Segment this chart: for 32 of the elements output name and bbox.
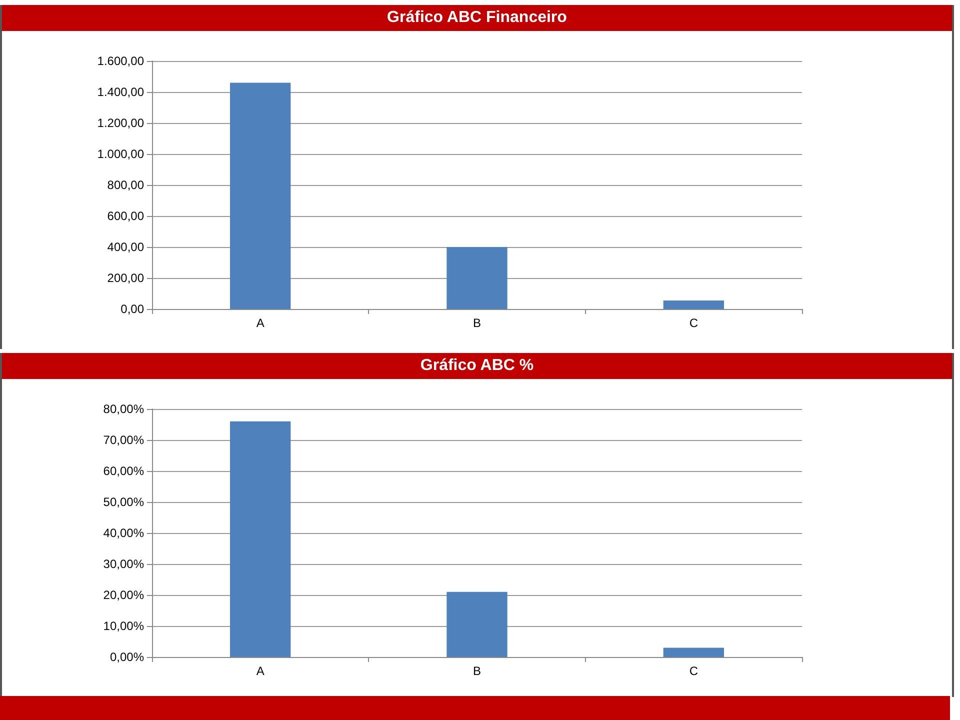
y-tick-label: 1.600,00 [97, 54, 144, 68]
bar [663, 648, 724, 657]
y-tick-label: 40,00% [103, 526, 144, 540]
chart-title: Gráfico ABC Financeiro [2, 5, 952, 31]
y-tick-label: 400,00 [107, 240, 144, 254]
y-tick-label: 0,00 [120, 302, 144, 316]
x-tick-label: A [256, 664, 264, 678]
y-tick-label: 1.200,00 [97, 116, 144, 130]
y-tick-label: 10,00% [103, 619, 144, 633]
bar [446, 247, 508, 309]
x-tick-label: A [256, 316, 264, 330]
y-tick-label: 20,00% [103, 588, 144, 602]
y-tick-label: 30,00% [103, 557, 144, 571]
x-tick-label: C [689, 664, 698, 678]
chart-title: Gráfico ABC % [2, 353, 952, 379]
y-tick-label: 1.400,00 [97, 85, 144, 99]
bar [230, 82, 291, 309]
y-tick-label: 800,00 [107, 178, 144, 192]
y-tick-label: 70,00% [103, 433, 144, 447]
y-tick-label: 600,00 [107, 209, 144, 223]
x-tick-label: B [472, 316, 482, 330]
x-tick-label: C [689, 316, 698, 330]
y-tick-label: 1.000,00 [97, 147, 144, 161]
y-tick-label: 80,00% [103, 402, 144, 416]
bar [230, 421, 291, 657]
x-tick-label: B [472, 664, 482, 678]
y-tick-label: 60,00% [103, 464, 144, 478]
bar [663, 300, 724, 309]
y-tick-label: 200,00 [107, 271, 144, 285]
y-tick-label: 0,00% [110, 650, 144, 664]
y-tick-label: 50,00% [103, 495, 144, 509]
bar [446, 592, 508, 657]
